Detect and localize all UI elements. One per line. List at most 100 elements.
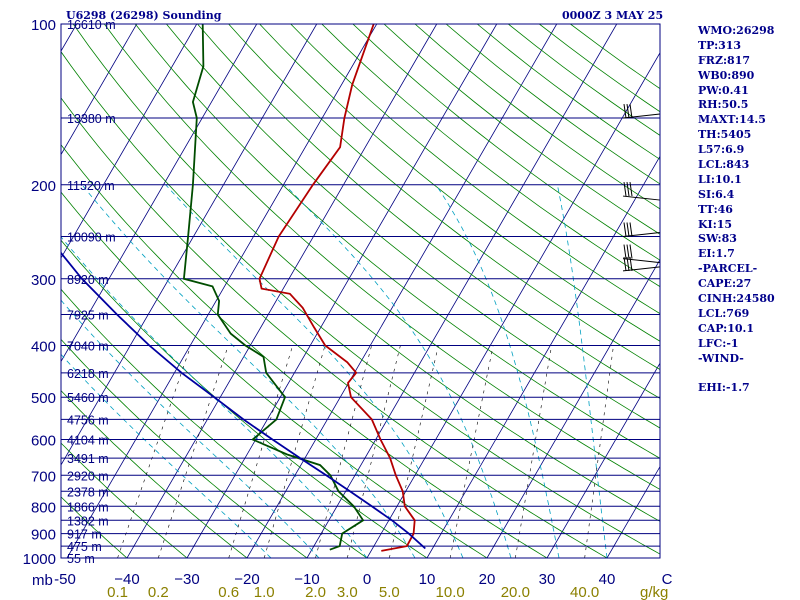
wind-barb-flag xyxy=(626,244,630,259)
pressure-unit-label: mb xyxy=(32,572,53,589)
pressure-tick-label: 300 xyxy=(31,272,56,289)
index-item: WMO:26298 xyxy=(698,24,775,37)
isotherm-line xyxy=(186,24,498,558)
dewpoint-profile xyxy=(182,24,365,551)
moist-adiabat-line xyxy=(61,299,320,558)
index-item: CINH:24580 xyxy=(698,292,775,306)
isotherm-line xyxy=(546,362,660,558)
height-label: 8920 m xyxy=(67,273,109,287)
dry-adiabat-line xyxy=(61,442,188,558)
isotherm-line xyxy=(426,155,660,558)
height-label: 917 m xyxy=(67,528,102,542)
height-label: 2920 m xyxy=(67,469,109,483)
plot-frame xyxy=(60,23,661,559)
pressure-tick-label: 500 xyxy=(31,390,56,407)
wind-barb xyxy=(622,222,661,237)
pressure-tick-label: 600 xyxy=(31,433,56,450)
wind-barb-flag xyxy=(623,222,627,237)
moist-adiabat-line xyxy=(284,184,512,558)
height-label: 13380 m xyxy=(67,112,116,126)
pressure-tick-label: 900 xyxy=(31,527,56,544)
isotherm-line xyxy=(61,24,138,156)
index-item: CAP:10.1 xyxy=(698,321,755,335)
parcel-profile xyxy=(61,251,426,550)
isotherm-line xyxy=(61,24,258,363)
index-item: -WIND- xyxy=(698,351,744,365)
mixing-ratio-label: 10.0 xyxy=(436,584,465,600)
height-label: 475 m xyxy=(67,540,102,554)
dry-adiabat-line xyxy=(259,24,660,342)
isotherm-line xyxy=(606,465,660,558)
mixing-ratio-label: 40.0 xyxy=(570,584,599,600)
height-label: 16610 m xyxy=(67,18,116,32)
dry-adiabat-line xyxy=(72,24,660,522)
index-item: SW:83 xyxy=(698,232,737,246)
wind-barb xyxy=(622,256,661,272)
index-item: PW:0.41 xyxy=(698,83,749,97)
mixing-ratio-line xyxy=(228,345,293,558)
index-item: LCL:769 xyxy=(698,306,750,320)
index-item: RH:50.5 xyxy=(698,98,749,112)
index-item: WB0:890 xyxy=(698,68,755,82)
pressure-tick-label: 700 xyxy=(31,468,56,485)
dry-adiabat-line xyxy=(290,24,660,315)
pressure-tick-label: 800 xyxy=(31,499,56,516)
wind-barb-flag xyxy=(629,244,633,259)
mixing-ratio-unit-label: g/kg xyxy=(640,584,668,600)
temperature-profile xyxy=(258,24,416,552)
mixing-ratio-label: 0.2 xyxy=(148,584,169,600)
mixing-ratio-label: 0.6 xyxy=(218,584,239,600)
dry-adiabat-line xyxy=(61,144,548,558)
moist-adiabat-line xyxy=(165,184,464,558)
height-label: 6218 m xyxy=(67,367,109,381)
temperature-tick-label: 30 xyxy=(539,571,556,588)
wind-barb-flag xyxy=(629,256,633,271)
index-item: MAXT:14.5 xyxy=(698,113,766,127)
wind-barb-flag xyxy=(623,256,627,271)
height-label: 4104 m xyxy=(67,434,109,448)
wind-barb-flag xyxy=(629,222,633,237)
index-item: -PARCEL- xyxy=(698,262,758,276)
wind-barb-shaft xyxy=(622,195,661,201)
pressure-tick-label: 1000 xyxy=(23,551,56,568)
dry-adiabat-line xyxy=(134,24,660,459)
index-item: EHI:-1.7 xyxy=(698,381,750,395)
index-item: TT:46 xyxy=(698,202,733,216)
mixing-ratio-label: 1.0 xyxy=(254,584,275,600)
dry-adiabat-line xyxy=(61,239,428,558)
index-item: CAPE:27 xyxy=(698,277,752,291)
mixing-ratio-label: 2.0 xyxy=(305,584,326,600)
index-item: EI:1.7 xyxy=(698,247,735,261)
temperature-tick-label: −10 xyxy=(294,571,319,588)
wind-barb xyxy=(622,181,661,201)
height-label: 1866 m xyxy=(67,500,109,514)
index-item: L57:6.9 xyxy=(698,143,745,157)
height-label: 3491 m xyxy=(67,452,109,466)
index-item: LFC:-1 xyxy=(698,336,739,350)
index-item: TH:5405 xyxy=(698,128,752,142)
pressure-tick-label: 400 xyxy=(31,339,56,356)
wind-barb-flag xyxy=(626,103,630,119)
plot-background xyxy=(61,24,660,558)
temperature-tick-label: 0 xyxy=(363,571,371,588)
dry-adiabat-line xyxy=(61,288,368,558)
wind-barb xyxy=(622,103,661,119)
moist-adiabat-line xyxy=(61,236,368,558)
wind-barb-flag xyxy=(629,103,633,119)
index-item: KI:15 xyxy=(698,217,733,231)
wind-barb-flag xyxy=(623,103,627,119)
temperature-tick-label: 20 xyxy=(479,571,496,588)
temperature-tick-label: -50 xyxy=(54,571,76,588)
isotherm-line xyxy=(0,24,17,558)
pressure-tick-label: 200 xyxy=(31,178,56,195)
sounding-time: 0000Z 3 MAY 25 xyxy=(562,9,664,22)
temperature-tick-label: −20 xyxy=(234,571,259,588)
index-item: LI:10.1 xyxy=(698,172,742,186)
isotherm-line xyxy=(61,24,318,466)
temperature-tick-label: 40 xyxy=(599,571,616,588)
mixing-ratio-label: 20.0 xyxy=(501,584,530,600)
dry-adiabat-line xyxy=(228,24,660,370)
temperature-tick-label: −30 xyxy=(174,571,199,588)
dry-adiabat-line xyxy=(61,389,248,558)
